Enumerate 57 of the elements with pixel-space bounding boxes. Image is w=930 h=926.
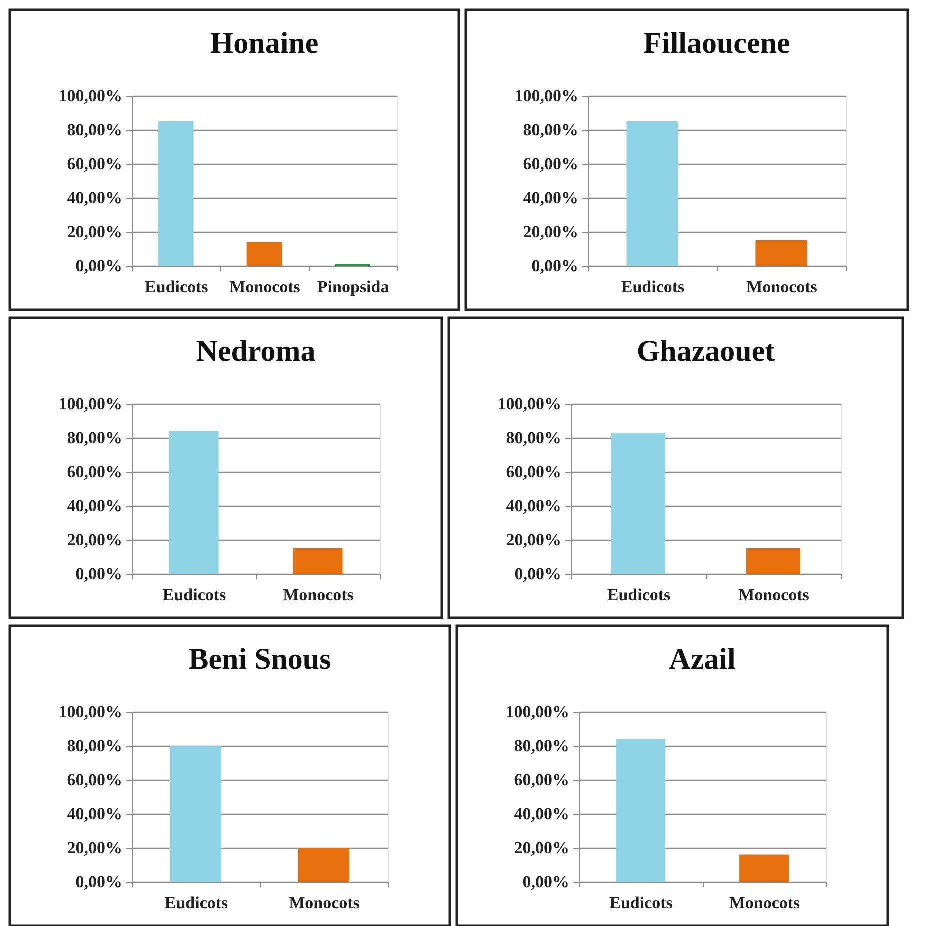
y-tick-label: 40,00%: [67, 188, 122, 208]
chart-title: Azail: [669, 642, 736, 676]
y-tick-label: 100,00%: [58, 86, 122, 106]
chart-title: Nedroma: [196, 334, 316, 368]
y-tick-label: 40,00%: [67, 496, 122, 516]
x-tick-label: Eudicots: [621, 278, 686, 296]
x-tick-label: Eudicots: [164, 894, 229, 912]
y-tick-label: 60,00%: [67, 154, 122, 174]
x-tick-label: Eudicots: [607, 586, 672, 604]
x-tick-label: Monocots: [289, 894, 360, 912]
x-tick-label: Eudicots: [145, 278, 209, 296]
y-tick-label: 20,00%: [67, 838, 122, 858]
y-tick-label: 60,00%: [67, 462, 122, 482]
y-tick-label: 80,00%: [67, 120, 122, 140]
y-tick-label: 0,00%: [76, 872, 122, 892]
y-tick-label: 20,00%: [514, 838, 570, 858]
y-tick-label: 20,00%: [506, 530, 562, 550]
y-tick-label: 80,00%: [506, 428, 562, 448]
x-tick-label: Pinopsida: [317, 278, 390, 296]
chart-title: Fillaoucene: [644, 26, 790, 60]
y-tick-label: 20,00%: [67, 222, 122, 242]
y-tick-label: 40,00%: [67, 804, 122, 824]
y-tick-label: 40,00%: [523, 188, 578, 208]
x-tick-label: Monocots: [738, 586, 810, 604]
y-tick-label: 0,00%: [532, 256, 578, 276]
y-tick-label: 0,00%: [522, 872, 570, 892]
y-tick-label: 100,00%: [58, 394, 122, 414]
x-tick-label: Eudicots: [610, 894, 674, 912]
y-tick-label: 60,00%: [523, 154, 578, 174]
chart-title: Ghazaouet: [636, 334, 776, 368]
bar: [158, 122, 194, 266]
y-tick-label: 0,00%: [76, 256, 122, 276]
y-tick-label: 0,00%: [76, 564, 122, 584]
x-tick-label: Monocots: [746, 278, 818, 296]
y-tick-label: 100,00%: [58, 702, 122, 722]
bar: [246, 242, 282, 266]
x-tick-label: Monocots: [230, 278, 301, 296]
x-tick-label: Monocots: [283, 586, 354, 604]
y-tick-label: 20,00%: [67, 530, 122, 550]
y-tick-label: 40,00%: [506, 496, 562, 516]
y-tick-label: 80,00%: [67, 428, 122, 448]
y-tick-label: 100,00%: [514, 86, 578, 106]
y-tick-label: 80,00%: [67, 736, 122, 756]
x-tick-label: Eudicots: [162, 586, 227, 604]
chart-title: Honaine: [210, 26, 319, 60]
x-tick-label: Monocots: [729, 894, 801, 912]
chart-title: Beni Snous: [188, 642, 332, 676]
y-tick-label: 80,00%: [514, 736, 570, 756]
y-tick-label: 100,00%: [498, 394, 562, 414]
y-tick-label: 60,00%: [514, 770, 570, 790]
y-tick-label: 100,00%: [506, 702, 570, 722]
y-tick-label: 60,00%: [67, 770, 122, 790]
y-tick-label: 40,00%: [514, 804, 570, 824]
y-tick-label: 20,00%: [523, 222, 578, 242]
y-tick-label: 0,00%: [514, 564, 562, 584]
y-tick-label: 60,00%: [506, 462, 562, 482]
y-tick-label: 80,00%: [523, 120, 578, 140]
